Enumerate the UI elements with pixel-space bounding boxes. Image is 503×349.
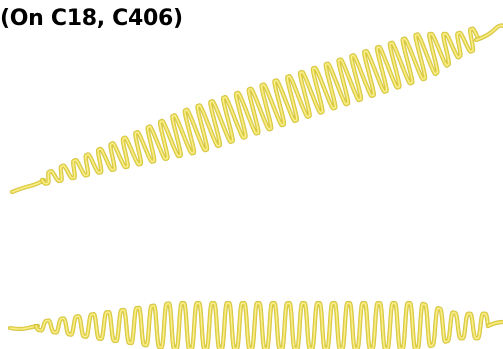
horizontal-satin-zigzag-stitch [7, 300, 503, 349]
diagonal-satin-zigzag-stitch [9, 23, 503, 195]
pattern-caption: (On C18, C406) [0, 6, 183, 31]
